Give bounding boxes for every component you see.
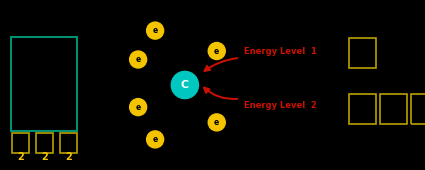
Ellipse shape xyxy=(130,51,147,68)
Text: e: e xyxy=(214,118,219,127)
Text: 2: 2 xyxy=(17,152,24,162)
Text: C: C xyxy=(181,80,189,90)
Text: e: e xyxy=(214,47,219,55)
Bar xyxy=(12,133,29,153)
Ellipse shape xyxy=(130,99,147,116)
Text: 2: 2 xyxy=(41,152,48,162)
Text: e: e xyxy=(136,55,141,64)
Ellipse shape xyxy=(147,22,164,39)
Bar xyxy=(348,38,376,68)
Text: Energy Level  1: Energy Level 1 xyxy=(244,47,317,55)
Bar xyxy=(411,94,425,124)
Bar xyxy=(36,133,53,153)
Text: e: e xyxy=(153,135,158,144)
Text: e: e xyxy=(153,26,158,35)
Text: 2: 2 xyxy=(65,152,72,162)
Bar xyxy=(380,94,407,124)
Ellipse shape xyxy=(171,71,198,99)
Text: Energy Level  2: Energy Level 2 xyxy=(244,101,317,110)
Text: e: e xyxy=(136,103,141,112)
Ellipse shape xyxy=(208,114,225,131)
Ellipse shape xyxy=(147,131,164,148)
Bar xyxy=(348,94,376,124)
Bar xyxy=(60,133,77,153)
Ellipse shape xyxy=(208,42,225,60)
Bar xyxy=(11,37,76,131)
